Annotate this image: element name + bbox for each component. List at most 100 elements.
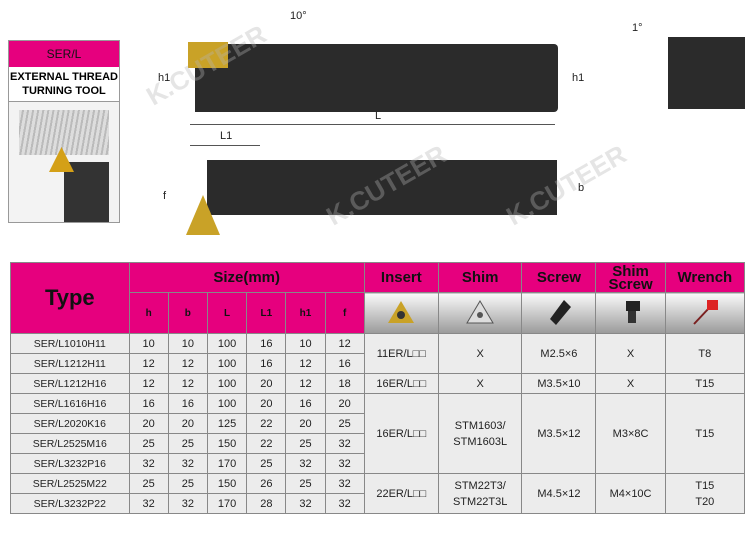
screw-cell: M2.5×6 [521, 333, 597, 374]
table-row: SER/L2525M16 25 25 150 22 25 32 [10, 433, 745, 454]
size-cell: 32 [128, 453, 169, 474]
tool-illustration [9, 102, 119, 222]
wrench-icon [664, 292, 746, 334]
size-header: Size(mm) [128, 262, 365, 293]
table-row: SER/L1616H16 16 16 100 20 16 20 16ER/L□□ STM1603… [10, 393, 746, 474]
shim-header: Shim [437, 262, 523, 293]
tool-title: EXTERNAL THREAD TURNING TOOL [9, 67, 119, 102]
type-cell: SER/L1010H11 [10, 333, 130, 354]
spec-table: Type Size(mm) Insert Shim Screw Shim Scr… [10, 262, 746, 514]
shim-cell: STM1603/ STM1603L [437, 393, 523, 474]
size-cell: 25 [128, 433, 169, 454]
screw-header: Screw [521, 262, 597, 293]
size-cell: 22 [246, 433, 287, 454]
shim-cell: X [437, 373, 523, 394]
size-cell: 25 [285, 473, 326, 494]
size-cell: 32 [324, 493, 365, 514]
size-cell: 32 [285, 493, 326, 514]
size-cell: 26 [246, 473, 287, 494]
shim-screw-header: Shim Screw [595, 262, 666, 293]
wrench-cell: T15 T20 [664, 473, 746, 514]
size-cell: 25 [285, 433, 326, 454]
type-header: Type [10, 262, 130, 334]
size-cell: 25 [128, 473, 169, 494]
insert-icon [363, 292, 439, 334]
table-row: SER/L3232P16 32 32 170 25 32 32 [10, 453, 745, 474]
size-cell: 16 [128, 393, 169, 414]
table-row: SER/L3232P22 32 32 170 28 32 32 [10, 493, 745, 514]
size-cell: 10 [167, 333, 208, 354]
size-cell: 20 [246, 393, 287, 414]
table-row: SER/L1010H11 10 10 100 16 10 12 11ER/L□□ X M2.5×6… [10, 333, 746, 374]
insert-cell: 22ER/L□□ [363, 473, 439, 514]
table-row: SER/L1212H11 12 12 100 16 12 16 [10, 353, 745, 374]
size-cell: 28 [246, 493, 287, 514]
f-label: f [163, 190, 167, 202]
angle-label: 10° [290, 10, 307, 22]
size-cell: 100 [206, 373, 248, 394]
type-cell: SER/L2020K16 [10, 413, 130, 434]
col-h1: h1 [285, 292, 326, 334]
insert-cell: 11ER/L□□ [363, 333, 439, 374]
size-cell: 32 [324, 433, 365, 454]
size-cell: 22 [246, 413, 287, 434]
size-cell: 10 [285, 333, 326, 354]
screw-cell: M4.5×12 [521, 473, 597, 514]
b-label: b [578, 182, 585, 194]
size-cell: 150 [206, 473, 248, 494]
col-b: b [167, 292, 208, 334]
type-cell: SER/L2525M22 [10, 473, 130, 494]
col-h: h [128, 292, 169, 334]
size-cell: 20 [324, 393, 365, 414]
size-cell: 170 [206, 453, 248, 474]
angle2-label: 1° [632, 22, 643, 34]
h1-label: h1 [158, 72, 171, 84]
size-cell: 16 [246, 333, 287, 354]
shim-screw-cell: X [595, 333, 666, 374]
size-cell: 10 [128, 333, 169, 354]
tool-end-view [668, 37, 745, 109]
screw-icon [521, 292, 597, 334]
col-L1: L1 [246, 292, 287, 334]
size-cell: 16 [324, 353, 365, 374]
screw-cell: M3.5×10 [521, 373, 597, 394]
screw-cell: M3.5×12 [521, 393, 597, 474]
size-cell: 25 [246, 453, 287, 474]
type-cell: SER/L3232P22 [10, 493, 130, 514]
shim-icon [437, 292, 523, 334]
shim-screw-cell: M3×8C [595, 393, 666, 474]
size-cell: 32 [324, 453, 365, 474]
table-row: SER/L1212H16 12 12 100 20 12 18 16ER/L□□ X M3.5×1… [10, 373, 746, 394]
type-cell: SER/L1616H16 [10, 393, 130, 414]
shim-cell: X [437, 333, 523, 374]
size-cell: 12 [128, 373, 169, 394]
h1-label-right: h1 [572, 72, 585, 84]
L-label: L [375, 110, 382, 122]
insert-header: Insert [363, 262, 439, 293]
size-cell: 12 [128, 353, 169, 374]
tool-code: SER/L [9, 41, 119, 67]
type-cell: SER/L1212H16 [10, 373, 130, 394]
size-cell: 25 [324, 413, 365, 434]
tool-label: SER/L EXTERNAL THREAD TURNING TOOL [8, 40, 120, 223]
wrench-cell: T15 [664, 373, 746, 394]
table-row: SER/L2525M22 25 25 150 26 25 32 22ER/L□□ STM22T3… [10, 473, 746, 514]
col-L: L [206, 292, 248, 334]
tool-side-view [195, 44, 558, 112]
size-cell: 12 [167, 373, 208, 394]
insert-cell: 16ER/L□□ [363, 373, 439, 394]
size-cell: 12 [285, 353, 326, 374]
size-cell: 100 [206, 353, 248, 374]
size-cell: 32 [167, 453, 208, 474]
size-cell: 16 [167, 393, 208, 414]
wrench-cell: T15 [664, 393, 746, 474]
wrench-header: Wrench [664, 262, 746, 293]
size-cell: 32 [324, 473, 365, 494]
insert-cell: 16ER/L□□ [363, 393, 439, 474]
size-cell: 25 [167, 433, 208, 454]
table-row: SER/L2020K16 20 20 125 22 20 25 [10, 413, 745, 434]
shim-screw-icon [595, 292, 666, 334]
type-cell: SER/L1212H11 [10, 353, 130, 374]
size-cell: 32 [167, 493, 208, 514]
col-f: f [324, 292, 365, 334]
